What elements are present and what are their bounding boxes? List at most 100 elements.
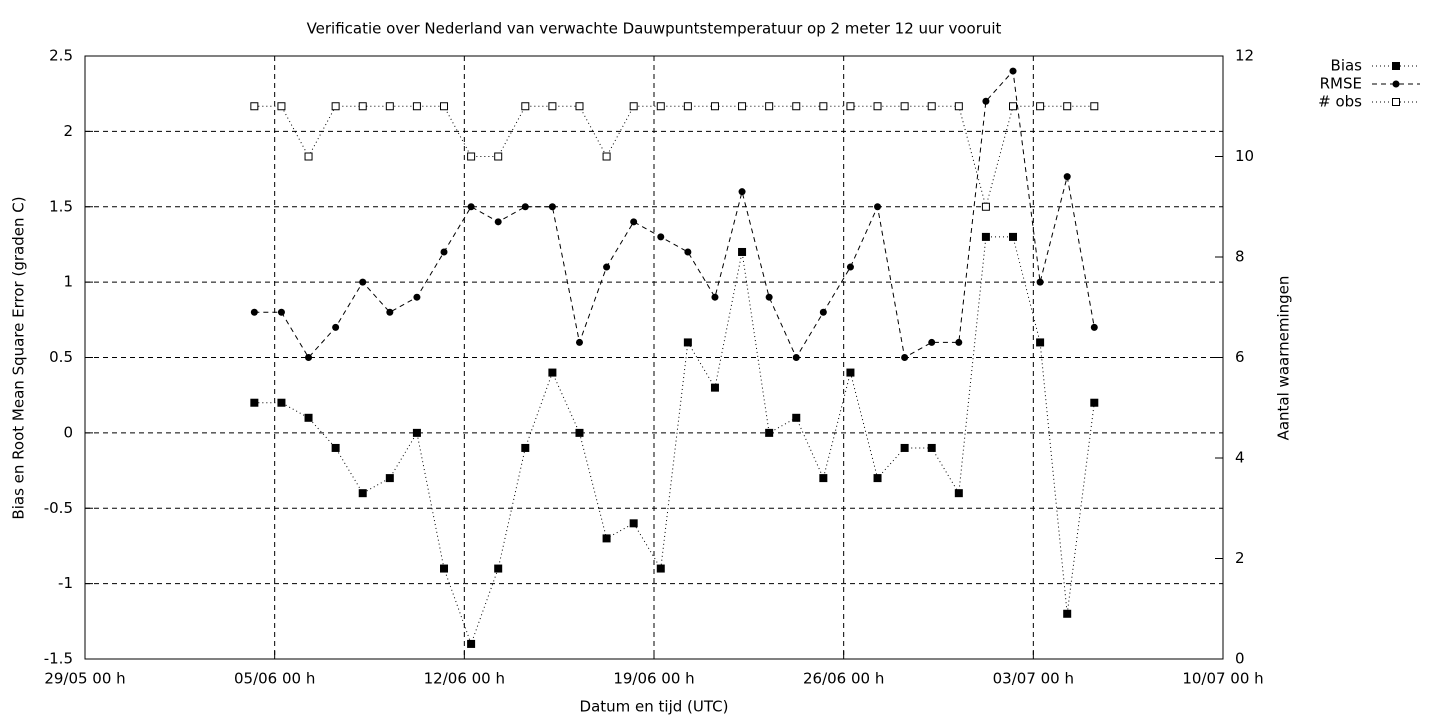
legend-label: RMSE [1320,75,1362,93]
y2-tick-label: 6 [1235,348,1245,366]
y2-tick-label: 4 [1235,449,1245,467]
point [548,368,557,377]
point [873,474,882,483]
point [656,564,665,573]
point [440,102,449,111]
point [413,293,421,301]
point [467,152,476,161]
point [331,443,340,452]
y2-tick-label: 8 [1235,248,1245,266]
point [1036,338,1045,347]
point [981,232,990,241]
point [332,323,340,331]
x-tick-label: 19/06 00 h [613,670,694,688]
point [954,102,963,111]
chart-title: Verificatie over Nederland van verwachte… [307,20,1002,38]
y-tick-label: 1.5 [49,197,73,215]
point [711,293,719,301]
point [738,188,746,196]
point [385,102,394,111]
point [277,308,285,316]
point [575,338,583,346]
point [440,564,449,573]
point [765,293,773,301]
y-axis-label: Bias en Root Mean Square Error (graden C… [10,196,28,519]
point [412,428,421,437]
point [250,398,259,407]
point [792,354,800,361]
point [331,102,340,111]
legend-label: Bias [1331,57,1363,75]
y2-tick-label: 12 [1235,47,1254,65]
point [1036,102,1045,111]
point [467,639,476,648]
point [575,102,584,111]
y-tick-label: 2.5 [49,47,73,65]
point [494,564,503,573]
legend-marker [1392,98,1400,106]
point [819,474,828,483]
y-tick-label: -1.5 [44,650,73,668]
point [250,308,258,316]
legend-label: # obs [1318,93,1362,111]
point [1036,278,1044,286]
point [955,338,963,346]
point [629,519,638,528]
point [927,102,936,111]
y2-tick-label: 10 [1235,147,1254,165]
point [386,308,394,316]
point [630,218,638,226]
point [656,102,665,111]
x-tick-label: 05/06 00 h [234,670,315,688]
point [710,102,719,111]
point [1063,102,1072,111]
point [359,278,367,286]
x-tick-label: 12/06 00 h [424,670,505,688]
series-line [254,69,1095,359]
x-tick-label: 10/07 00 h [1182,670,1263,688]
point [358,489,367,498]
point [927,443,936,452]
point [304,152,313,161]
point [602,534,611,543]
y2-tick-label: 2 [1235,549,1245,567]
point [765,428,774,437]
y2-axis-label: Aantal waarnemingen [1275,276,1293,441]
point [792,102,801,111]
point [412,102,421,111]
point [1090,398,1099,407]
y-tick-label: 0 [63,423,73,441]
point [603,263,611,271]
point [982,97,990,105]
point [494,152,503,161]
point [819,308,827,316]
y-tick-label: -1 [58,574,73,592]
point [765,102,774,111]
point [277,102,286,111]
point [494,218,502,226]
point [683,102,692,111]
point [954,489,963,498]
point [1063,173,1071,181]
point [521,102,530,111]
y-tick-label: 2 [63,122,73,140]
y2-tick-label: 0 [1235,650,1245,668]
legend-marker [1392,80,1400,88]
point [1063,609,1072,618]
point [874,203,882,211]
point [467,203,475,211]
point [928,338,936,346]
point [846,263,854,271]
point [900,443,909,452]
point [548,203,556,211]
legend-marker [1392,62,1400,70]
point [683,338,692,347]
y-tick-label: 1 [63,273,73,291]
point [846,102,855,111]
point [385,474,394,483]
point [575,428,584,437]
point [901,354,909,361]
point [250,102,259,111]
x-tick-label: 29/05 00 h [44,670,125,688]
